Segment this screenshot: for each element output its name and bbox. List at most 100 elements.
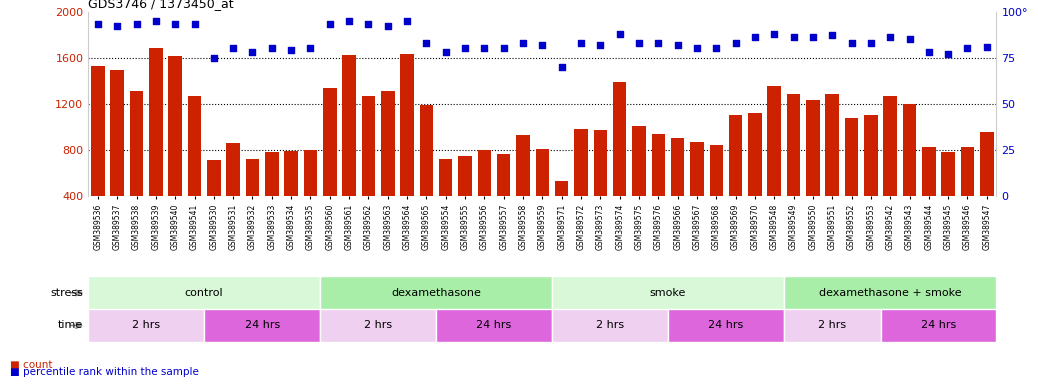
- Text: control: control: [185, 288, 223, 298]
- Text: smoke: smoke: [650, 288, 686, 298]
- Bar: [401, 54, 414, 242]
- Bar: [671, 138, 684, 242]
- Bar: [784, 276, 996, 309]
- Point: [515, 40, 531, 46]
- Point: [109, 23, 126, 29]
- Text: dexamethasone + smoke: dexamethasone + smoke: [819, 288, 961, 298]
- Bar: [497, 154, 511, 242]
- Point: [728, 40, 744, 46]
- Bar: [320, 276, 552, 309]
- Bar: [784, 309, 880, 342]
- Bar: [168, 56, 182, 242]
- Point: [495, 45, 512, 51]
- Bar: [188, 96, 201, 242]
- Bar: [574, 129, 588, 242]
- Point: [186, 22, 202, 28]
- Bar: [226, 143, 240, 242]
- Text: dexamethasone: dexamethasone: [391, 288, 481, 298]
- Bar: [265, 152, 278, 242]
- Point: [592, 41, 608, 48]
- Bar: [668, 309, 784, 342]
- Bar: [88, 276, 320, 309]
- Point: [302, 45, 319, 51]
- Point: [688, 45, 705, 51]
- Point: [670, 41, 686, 48]
- Bar: [149, 48, 163, 242]
- Point: [824, 32, 841, 38]
- Point: [901, 36, 918, 42]
- Point: [360, 22, 377, 28]
- Point: [437, 49, 454, 55]
- Point: [380, 23, 397, 29]
- Point: [206, 55, 222, 61]
- Bar: [536, 149, 549, 242]
- Bar: [690, 142, 704, 242]
- Point: [225, 45, 242, 51]
- Text: time: time: [58, 320, 83, 331]
- Point: [631, 40, 648, 46]
- Bar: [612, 82, 626, 242]
- Bar: [729, 115, 742, 242]
- Point: [921, 49, 937, 55]
- Bar: [552, 309, 668, 342]
- Text: ■ count: ■ count: [10, 360, 53, 370]
- Bar: [845, 118, 858, 242]
- Bar: [555, 181, 569, 242]
- Text: 24 hrs: 24 hrs: [476, 320, 512, 331]
- Text: ■ percentile rank within the sample: ■ percentile rank within the sample: [10, 367, 199, 377]
- Point: [147, 18, 164, 24]
- Point: [959, 45, 976, 51]
- Point: [611, 31, 628, 37]
- Bar: [903, 104, 917, 242]
- Bar: [880, 309, 996, 342]
- Point: [708, 45, 725, 51]
- Bar: [207, 160, 221, 242]
- Text: 2 hrs: 2 hrs: [132, 320, 160, 331]
- Point: [244, 49, 261, 55]
- Bar: [110, 70, 124, 242]
- Point: [129, 22, 145, 28]
- Point: [322, 22, 338, 28]
- Bar: [246, 159, 260, 242]
- Text: GDS3746 / 1373450_at: GDS3746 / 1373450_at: [88, 0, 234, 10]
- Point: [399, 18, 415, 24]
- Point: [939, 51, 956, 57]
- Point: [476, 45, 493, 51]
- Point: [843, 40, 859, 46]
- Bar: [864, 115, 878, 242]
- Bar: [825, 94, 839, 242]
- Bar: [922, 147, 935, 242]
- Bar: [883, 96, 897, 242]
- Bar: [980, 132, 993, 242]
- Point: [650, 40, 666, 46]
- Text: 2 hrs: 2 hrs: [818, 320, 846, 331]
- Point: [534, 41, 550, 48]
- Bar: [343, 55, 356, 242]
- Bar: [436, 309, 552, 342]
- Bar: [961, 147, 975, 242]
- Bar: [767, 86, 781, 242]
- Text: 24 hrs: 24 hrs: [708, 320, 743, 331]
- Point: [282, 47, 299, 53]
- Bar: [419, 105, 433, 242]
- Bar: [381, 91, 394, 242]
- Point: [573, 40, 590, 46]
- Bar: [652, 134, 665, 242]
- Text: 2 hrs: 2 hrs: [364, 320, 392, 331]
- Point: [340, 18, 357, 24]
- Bar: [304, 150, 318, 242]
- Point: [979, 43, 995, 50]
- Bar: [594, 130, 607, 242]
- Bar: [552, 276, 784, 309]
- Point: [746, 34, 763, 40]
- Bar: [516, 135, 529, 242]
- Bar: [284, 151, 298, 242]
- Point: [457, 45, 473, 51]
- Bar: [320, 309, 436, 342]
- Bar: [710, 145, 723, 242]
- Bar: [477, 150, 491, 242]
- Bar: [748, 113, 762, 242]
- Point: [167, 22, 184, 28]
- Point: [418, 40, 435, 46]
- Bar: [91, 66, 105, 242]
